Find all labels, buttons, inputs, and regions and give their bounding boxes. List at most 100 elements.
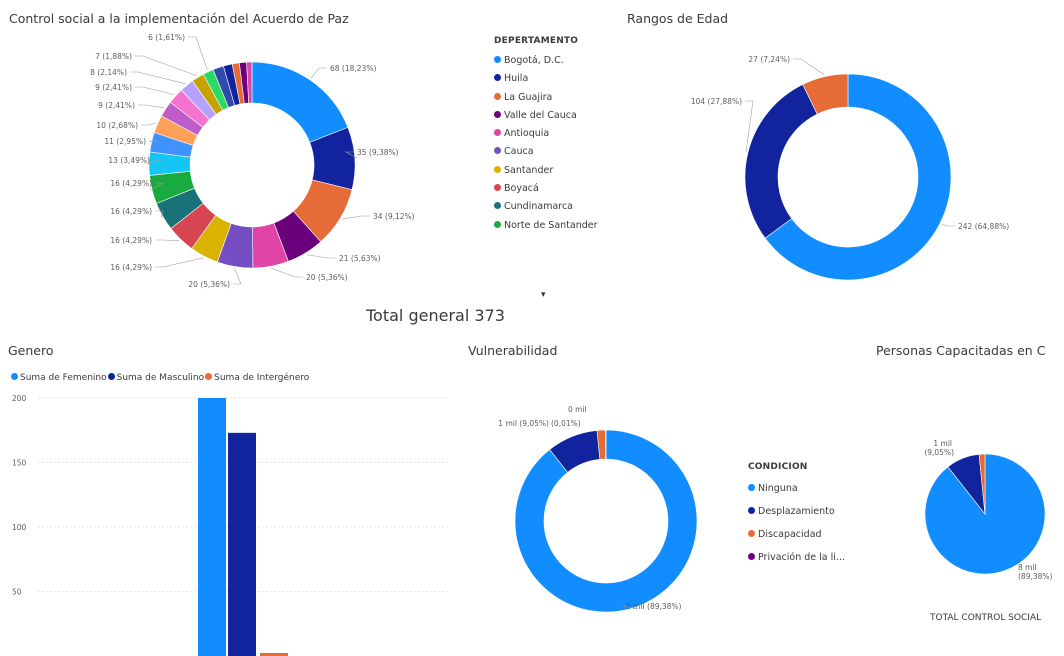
dept-legend-label: Huila (504, 73, 529, 85)
vuln-legend-item[interactable]: Discapacidad (748, 523, 845, 546)
dept-legend-label: La Guajira (504, 91, 553, 103)
legend-dot-icon (748, 484, 755, 491)
dept-leader-line (135, 55, 197, 77)
dept-legend-item[interactable]: Antioquia (494, 125, 598, 143)
dept-data-label: 16 (4,29%) (110, 236, 152, 245)
departamento-slice[interactable] (251, 61, 349, 143)
trained-chart-title: Personas Capacitadas en C (876, 343, 1046, 358)
legend-more-arrow[interactable]: ▾ (541, 290, 546, 300)
vuln-data-label: 8 mil (89,38%) (626, 602, 682, 611)
age-data-label: 242 (64,88%) (958, 222, 1009, 231)
dept-leader-line (344, 151, 357, 159)
dept-legend-label: Norte de Santander (504, 219, 598, 231)
vuln-data-label: (0,01%) (551, 419, 581, 428)
legend-dot-icon (494, 202, 501, 210)
dept-leader-line (130, 71, 186, 85)
vuln-legend-label: Desplazamiento (758, 506, 835, 517)
dept-leader-line (155, 257, 204, 268)
trained-data-label: 1 mil (933, 439, 952, 448)
gender-chart-title: Genero (8, 343, 54, 358)
dept-data-label: 35 (9,38%) (357, 148, 399, 157)
dept-data-label: 6 (1,61%) (148, 33, 185, 42)
dept-legend-item[interactable]: Bogotá, D.C. (494, 52, 598, 70)
vuln-legend-item[interactable]: Ninguna (748, 477, 845, 500)
dept-data-label: 21 (5,63%) (339, 254, 381, 263)
departamento-slice[interactable] (246, 61, 253, 104)
dept-data-label: 16 (4,29%) (110, 179, 152, 188)
gender-bar[interactable] (260, 653, 288, 656)
vuln-legend-item[interactable]: Privación de la li... (748, 546, 845, 569)
y-tick-label: 50 (12, 588, 22, 597)
dept-leader-line (141, 122, 156, 126)
dept-leader-line (188, 36, 208, 71)
y-tick-label: 200 (12, 394, 27, 403)
dept-data-label: 10 (2,68%) (96, 121, 138, 130)
dept-legend-label: Bogotá, D.C. (504, 55, 564, 66)
dept-data-label: 8 (2,14%) (90, 68, 127, 77)
dept-donut-chart: 68 (18,23%) 35 (9,38%) 34 (9,12%) 21 (5,63%… (90, 33, 415, 289)
vuln-legend-label: Ninguna (758, 483, 798, 494)
legend-dot-icon (494, 110, 501, 118)
gender-legend-label[interactable]: Suma de Masculino (116, 373, 205, 383)
dept-leader-line (149, 182, 165, 191)
dept-leader-line (306, 254, 336, 259)
vulnerabilidad-slice[interactable] (514, 429, 698, 613)
legend-dot-icon (494, 165, 501, 173)
dept-leader-line (146, 159, 162, 164)
age-data-label: 104 (27,88%) (691, 97, 742, 106)
dept-leader-line (310, 67, 327, 79)
dept-data-label: 20 (5,36%) (306, 273, 348, 282)
dept-data-label: 20 (5,36%) (188, 280, 230, 289)
dept-legend-item[interactable]: La Guajira (494, 89, 598, 107)
vuln-leader-line (622, 605, 637, 610)
dept-legend-label: Boyacá (504, 183, 539, 195)
gender-bar[interactable] (198, 398, 226, 656)
gender-bar[interactable] (228, 432, 256, 656)
edad-slice[interactable] (764, 73, 952, 281)
legend-dot-icon (494, 220, 501, 228)
legend-dot-icon (107, 373, 115, 380)
dept-legend-item[interactable]: Norte de Santander (494, 217, 598, 235)
dept-data-label: 7 (1,88%) (95, 52, 132, 61)
trained-data-label-pct: (89,38%) (1018, 572, 1053, 581)
dept-legend-item[interactable]: Huila (494, 70, 598, 88)
dept-data-label: 68 (18,23%) (330, 64, 376, 73)
edad-slice[interactable] (744, 84, 818, 239)
legend-dot-icon (494, 92, 501, 100)
vuln-legend: Ninguna Desplazamiento Discapacidad Privaci… (748, 477, 845, 569)
dept-legend-label: Santander (504, 164, 554, 176)
dept-legend-item[interactable]: Boyacá (494, 180, 598, 198)
dept-legend-label: Cundinamarca (504, 201, 574, 213)
dept-legend-item[interactable]: Cauca (494, 143, 598, 161)
dept-legend-item[interactable]: Cundinamarca (494, 198, 598, 216)
age-leader-line (793, 58, 825, 75)
vuln-legend-title: CONDICION (748, 462, 808, 472)
vuln-chart-title: Vulnerabilidad (468, 343, 558, 358)
trained-data-label: 8 mil (1018, 563, 1037, 572)
gender-legend: Suma de Femenino Suma de Masculino Suma de… (10, 373, 309, 383)
dept-leader-line (138, 104, 165, 109)
dept-leader-line (149, 140, 158, 142)
gender-legend-label[interactable]: Suma de Intergénero (214, 373, 310, 383)
capacitadas-slice[interactable] (978, 453, 986, 515)
dept-legend-item[interactable]: Valle del Cauca (494, 107, 598, 125)
dept-legend-item[interactable]: Santander (494, 162, 598, 180)
age-leader-line (745, 100, 754, 153)
gender-legend-label[interactable]: Suma de Femenino (20, 373, 107, 383)
dept-chart-title: Control social a la implementación del A… (9, 11, 349, 26)
dept-leader-line (135, 86, 175, 95)
legend-dot-icon (494, 56, 501, 63)
dept-data-label: 34 (9,12%) (373, 212, 415, 221)
legend-dot-icon (748, 507, 755, 514)
age-data-label: 27 (7,24%) (748, 55, 790, 64)
age-chart-title: Rangos de Edad (627, 11, 729, 26)
dept-leader-line (341, 215, 370, 220)
legend-dot-icon (494, 74, 501, 82)
edad-slice[interactable] (802, 73, 849, 115)
vuln-legend-item[interactable]: Desplazamiento (748, 500, 845, 523)
legend-dot-icon (748, 553, 755, 560)
age-leader-line (941, 224, 955, 227)
dept-data-label: 9 (2,41%) (95, 83, 132, 92)
trained-pie-chart: 8 mil(89,38%) 1 mil(9,05%) (924, 439, 1052, 581)
